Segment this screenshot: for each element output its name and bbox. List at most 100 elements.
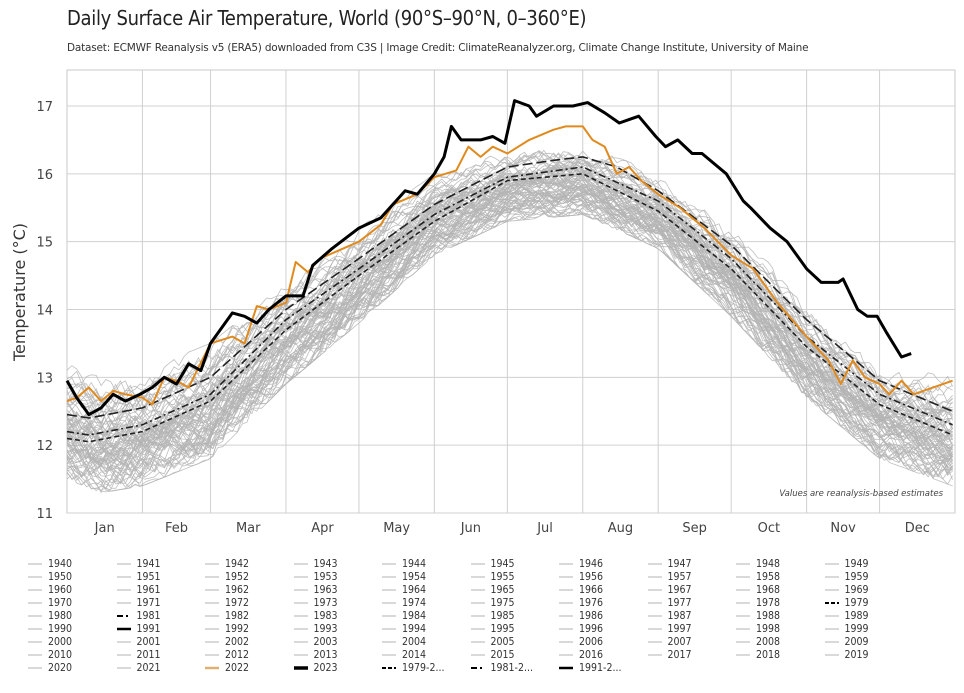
legend-item[interactable]: 1981-2...: [470, 662, 533, 675]
legend-label: 1999: [844, 623, 869, 635]
legend-item[interactable]: 1994: [382, 623, 426, 636]
legend-item[interactable]: 1954: [382, 571, 426, 584]
legend-item[interactable]: 1952: [205, 571, 249, 584]
legend-item[interactable]: 1977: [647, 597, 692, 610]
legend-item[interactable]: 1978: [736, 597, 780, 610]
legend-swatch-icon: [559, 589, 573, 591]
legend-item[interactable]: 2011: [116, 649, 161, 662]
legend-item[interactable]: 2013: [293, 649, 338, 662]
series-line-1969: [66, 178, 953, 468]
legend-item[interactable]: 1998: [736, 623, 780, 636]
y-tick-label: 12: [36, 439, 53, 454]
legend-swatch-icon: [470, 667, 485, 669]
legend-item[interactable]: 2015: [470, 649, 515, 662]
legend-item[interactable]: 2002: [205, 636, 249, 649]
legend-swatch-icon: [824, 615, 839, 617]
legend-item[interactable]: 1976: [559, 597, 603, 610]
legend-item[interactable]: 2020: [28, 662, 72, 675]
legend-item[interactable]: 1965: [470, 584, 515, 597]
legend-item[interactable]: 1955: [470, 571, 515, 584]
legend-item[interactable]: 1986: [559, 610, 603, 623]
legend-item[interactable]: 1970: [28, 597, 72, 610]
legend-item[interactable]: 1956: [559, 571, 603, 584]
legend-item[interactable]: 1990: [28, 623, 72, 636]
legend-item[interactable]: 1943: [293, 558, 338, 571]
legend-item[interactable]: 1968: [736, 584, 780, 597]
legend-item[interactable]: 1997: [647, 623, 692, 636]
legend-item[interactable]: 2000: [28, 636, 72, 649]
legend-item[interactable]: 1949: [824, 558, 869, 571]
legend-item[interactable]: 2008: [736, 636, 780, 649]
legend-item[interactable]: 1979-2...: [382, 662, 444, 675]
legend-label: 2003: [313, 636, 338, 648]
legend-item[interactable]: 1995: [470, 623, 515, 636]
legend-item[interactable]: 1980: [28, 610, 72, 623]
legend-item[interactable]: 1951: [116, 571, 161, 584]
legend-item[interactable]: 1982: [205, 610, 249, 623]
legend-item[interactable]: 1946: [559, 558, 603, 571]
legend-item[interactable]: 1941: [116, 558, 161, 571]
legend-item[interactable]: 2017: [647, 649, 692, 662]
legend-item[interactable]: 1974: [382, 597, 426, 610]
legend-item[interactable]: 2010: [28, 649, 72, 662]
legend-label: 2023: [313, 662, 338, 674]
legend-item[interactable]: 1967: [647, 584, 692, 597]
legend-item[interactable]: 1957: [647, 571, 692, 584]
legend-item[interactable]: 1972: [205, 597, 249, 610]
legend-item[interactable]: 1966: [559, 584, 603, 597]
legend-item[interactable]: 2021: [116, 662, 161, 675]
legend-item[interactable]: 1987: [647, 610, 692, 623]
legend-item[interactable]: 1948: [736, 558, 780, 571]
legend-label: 1957: [667, 571, 692, 583]
legend-item[interactable]: 2005: [470, 636, 515, 649]
legend-item[interactable]: 1991: [116, 623, 161, 636]
legend-item[interactable]: 2019: [824, 649, 869, 662]
legend-item[interactable]: 1950: [28, 571, 72, 584]
legend-item[interactable]: 1992: [205, 623, 249, 636]
legend-item[interactable]: 2018: [736, 649, 780, 662]
legend-item[interactable]: 2009: [824, 636, 869, 649]
legend-item[interactable]: 1999: [824, 623, 869, 636]
legend-item[interactable]: 1964: [382, 584, 426, 597]
legend-item[interactable]: 2016: [559, 649, 603, 662]
legend-item[interactable]: 1958: [736, 571, 780, 584]
legend-item[interactable]: 1940: [28, 558, 72, 571]
legend-item[interactable]: 2007: [647, 636, 692, 649]
legend-item[interactable]: 1947: [647, 558, 692, 571]
legend-item[interactable]: 1959: [824, 571, 869, 584]
legend-item[interactable]: 2003: [293, 636, 338, 649]
legend-item[interactable]: 1953: [293, 571, 338, 584]
legend-item[interactable]: 1962: [205, 584, 249, 597]
legend-item[interactable]: 2004: [382, 636, 426, 649]
legend-item[interactable]: 1996: [559, 623, 603, 636]
legend-item[interactable]: 1983: [293, 610, 338, 623]
legend-item[interactable]: 1993: [293, 623, 338, 636]
legend-item[interactable]: 1979: [824, 597, 869, 610]
x-tick-label: Jul: [536, 521, 553, 536]
legend-item[interactable]: 1961: [116, 584, 161, 597]
legend-item[interactable]: 1944: [382, 558, 426, 571]
legend-item[interactable]: 1985: [470, 610, 515, 623]
legend-item[interactable]: 2012: [205, 649, 249, 662]
legend-item[interactable]: 1969: [824, 584, 869, 597]
legend-swatch-icon: [205, 602, 219, 604]
legend-item[interactable]: 1991-2...: [559, 662, 621, 675]
legend-item[interactable]: 2001: [116, 636, 161, 649]
legend-swatch-icon: [736, 654, 750, 656]
legend-item[interactable]: 1942: [205, 558, 249, 571]
legend-item[interactable]: 2006: [559, 636, 603, 649]
legend-item[interactable]: 1989: [824, 610, 869, 623]
legend-item[interactable]: 2022: [205, 662, 249, 675]
legend-item[interactable]: 1960: [28, 584, 72, 597]
legend-item[interactable]: 2014: [382, 649, 426, 662]
legend-item[interactable]: 1984: [382, 610, 426, 623]
legend-item[interactable]: 1963: [293, 584, 338, 597]
legend-item[interactable]: 1971: [116, 597, 161, 610]
legend-item[interactable]: 1973: [293, 597, 338, 610]
legend-label: 1982: [225, 610, 250, 622]
legend-item[interactable]: 1988: [736, 610, 780, 623]
legend-item[interactable]: 1981: [116, 610, 161, 623]
legend-item[interactable]: 1975: [470, 597, 515, 610]
legend-item[interactable]: 2023: [293, 662, 338, 675]
legend-item[interactable]: 1945: [470, 558, 515, 571]
